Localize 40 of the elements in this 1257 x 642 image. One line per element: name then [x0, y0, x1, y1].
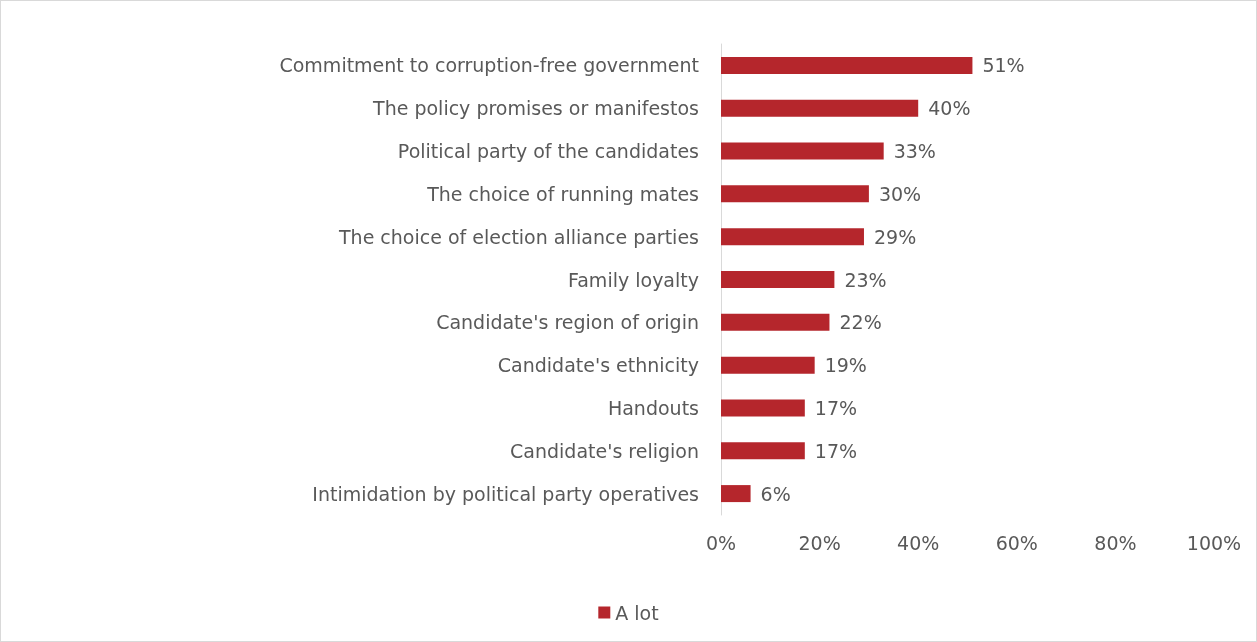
- y-tick-label: Family loyalty: [568, 268, 699, 291]
- y-tick-label: Political party of the candidates: [397, 140, 699, 163]
- data-label: 23%: [844, 268, 887, 291]
- bar: [721, 185, 869, 203]
- bar: [721, 99, 919, 117]
- y-tick-label: The choice of running mates: [426, 182, 699, 205]
- x-tick-label: 60%: [995, 531, 1038, 554]
- data-label: 40%: [928, 97, 971, 120]
- data-label: 29%: [873, 225, 917, 248]
- data-label: 30%: [878, 182, 922, 205]
- bar: [721, 228, 864, 246]
- bar: [721, 313, 830, 331]
- data-label: 17%: [814, 439, 858, 462]
- bar: [721, 442, 805, 460]
- data-label: 22%: [839, 311, 882, 334]
- y-tick-label: Handouts: [607, 396, 699, 419]
- x-tick-label: 40%: [897, 531, 940, 554]
- data-label: 19%: [824, 354, 867, 377]
- y-tick-label: The choice of election alliance parties: [337, 225, 699, 248]
- y-tick-label: The policy promises or manifestos: [372, 97, 699, 120]
- legend-label: A lot: [615, 601, 659, 624]
- x-tick-label: 100%: [1186, 531, 1242, 554]
- bar: [721, 399, 805, 417]
- bar: [721, 56, 973, 74]
- y-tick-label: Candidate's region of origin: [436, 311, 699, 334]
- x-tick-label: 0%: [705, 531, 737, 554]
- y-tick-label: Commitment to corruption-free government: [279, 54, 699, 77]
- y-tick-label: Candidate's religion: [510, 439, 699, 462]
- bar: [721, 142, 884, 160]
- x-tick-label: 80%: [1094, 531, 1137, 554]
- bar: [721, 356, 815, 374]
- data-label: 17%: [814, 396, 858, 419]
- data-label: 33%: [893, 140, 936, 163]
- data-label: 51%: [982, 54, 1025, 77]
- bar: [721, 485, 751, 503]
- y-tick-label: Candidate's ethnicity: [497, 354, 699, 377]
- x-tick-label: 20%: [798, 531, 841, 554]
- y-tick-label: Intimidation by political party operatives: [312, 482, 699, 505]
- data-label: 6%: [760, 482, 791, 505]
- bar: [721, 271, 835, 288]
